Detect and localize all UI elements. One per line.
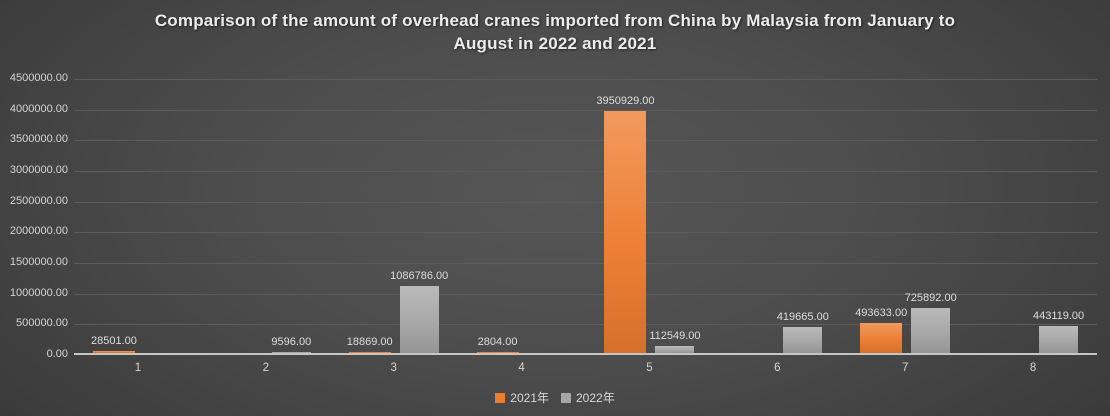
value-label-2021-cat4: 2804.00 bbox=[477, 335, 518, 348]
value-label-2021-cat7: 493633.00 bbox=[855, 306, 908, 319]
legend-label-2021: 2021年 bbox=[510, 391, 549, 405]
value-label-2021-cat3: 18869.00 bbox=[346, 335, 393, 348]
y-tick-label: 4000000.00 bbox=[9, 102, 68, 115]
bar-2022-cat2[interactable] bbox=[271, 351, 311, 353]
bar-2022-cat6[interactable] bbox=[783, 327, 823, 353]
x-tick-label-4: 4 bbox=[518, 362, 525, 374]
gridline bbox=[74, 202, 1097, 203]
gridline bbox=[74, 324, 1097, 325]
gridline bbox=[74, 232, 1097, 233]
y-tick-label: 1000000.00 bbox=[9, 286, 68, 299]
y-tick-label: 2500000.00 bbox=[9, 194, 68, 207]
bar-2022-cat7[interactable] bbox=[911, 308, 951, 353]
bar-2021-cat1[interactable] bbox=[92, 351, 135, 353]
y-tick-label: 500000.00 bbox=[16, 317, 68, 330]
x-tick-label-7: 7 bbox=[901, 362, 909, 374]
value-label-2022-cat5: 112549.00 bbox=[649, 330, 701, 343]
y-tick-label: 0.00 bbox=[46, 348, 68, 360]
value-label-2021-cat5: 3950929.00 bbox=[596, 94, 655, 107]
value-label-2022-cat6: 419665.00 bbox=[776, 311, 829, 324]
y-axis: 0.00 500000.00 1000000.00 1500000.00 2000000… bbox=[0, 72, 68, 360]
gridline bbox=[74, 110, 1097, 111]
chart-title: Comparison of the amount of overhead cra… bbox=[154, 11, 956, 53]
legend-label-2022: 2022年 bbox=[576, 391, 615, 405]
value-label-2022-cat7: 725892.00 bbox=[904, 292, 957, 305]
x-tick-label-2: 2 bbox=[262, 362, 270, 374]
bar-2021-cat5[interactable] bbox=[604, 110, 647, 353]
bar-2022-cat8[interactable] bbox=[1039, 325, 1079, 353]
y-tick-label: 2000000.00 bbox=[9, 225, 68, 238]
y-tick-label: 3000000.00 bbox=[9, 164, 68, 176]
gridline bbox=[74, 79, 1097, 80]
x-tick-label-3: 3 bbox=[390, 362, 397, 374]
bar-2022-cat3[interactable] bbox=[399, 286, 439, 353]
legend: 2021年 2022年 bbox=[0, 389, 1110, 406]
legend-item-2022[interactable]: 2022年 bbox=[561, 389, 615, 406]
gridline bbox=[74, 294, 1097, 295]
gridline bbox=[74, 171, 1097, 172]
y-tick-label: 3500000.00 bbox=[9, 133, 68, 146]
x-tick-label-1: 1 bbox=[134, 362, 142, 374]
bar-2021-cat7[interactable] bbox=[860, 322, 903, 353]
gridline bbox=[74, 263, 1097, 264]
value-label-2022-cat2: 9596.00 bbox=[271, 335, 312, 348]
x-tick-label-5: 5 bbox=[646, 362, 653, 374]
legend-swatch-2021-icon bbox=[495, 392, 506, 403]
x-axis: 1 2 3 4 5 6 7 8 bbox=[74, 362, 1097, 378]
bar-2022-cat5[interactable] bbox=[655, 346, 695, 353]
legend-item-2021[interactable]: 2021年 bbox=[495, 389, 549, 406]
y-tick-label: 4500000.00 bbox=[9, 72, 68, 84]
value-label-2022-cat3: 1086786.00 bbox=[390, 270, 449, 283]
gridline bbox=[74, 140, 1097, 141]
legend-swatch-2022-icon bbox=[561, 392, 571, 403]
x-tick-label-8: 8 bbox=[1029, 362, 1037, 374]
value-label-2022-cat8: 443119.00 bbox=[1032, 309, 1085, 322]
value-label-2021-cat1: 28501.00 bbox=[90, 335, 137, 348]
x-tick-label-6: 6 bbox=[774, 362, 781, 374]
plot-area: 28501.00 18869.00 2804.00 3950929.00 493633.… bbox=[74, 79, 1097, 355]
y-tick-label: 1500000.00 bbox=[9, 256, 68, 268]
bar-2021-cat3[interactable] bbox=[348, 351, 391, 353]
bar-2021-cat4[interactable] bbox=[476, 351, 519, 353]
